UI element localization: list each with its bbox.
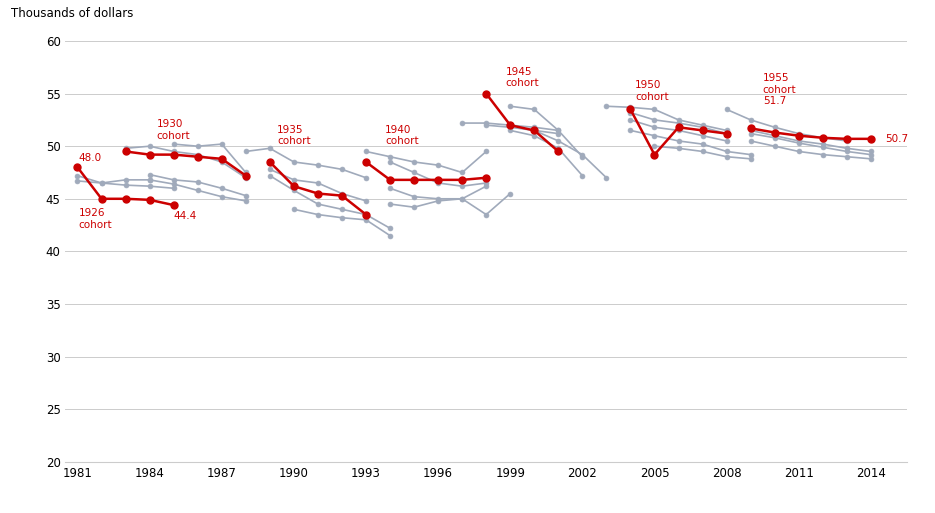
Text: 1926
cohort: 1926 cohort — [79, 208, 112, 230]
Text: 1950
cohort: 1950 cohort — [635, 81, 669, 102]
Text: 48.0: 48.0 — [79, 153, 102, 163]
Text: 1945
cohort: 1945 cohort — [506, 67, 539, 88]
Text: 1935
cohort: 1935 cohort — [277, 125, 310, 146]
Text: 1955
cohort
51.7: 1955 cohort 51.7 — [763, 73, 797, 106]
Text: 1940
cohort: 1940 cohort — [385, 125, 419, 146]
Text: 44.4: 44.4 — [174, 211, 197, 222]
Text: 50.7: 50.7 — [885, 134, 909, 144]
Text: 1930
cohort: 1930 cohort — [157, 120, 191, 141]
Text: Thousands of dollars: Thousands of dollars — [11, 7, 133, 20]
